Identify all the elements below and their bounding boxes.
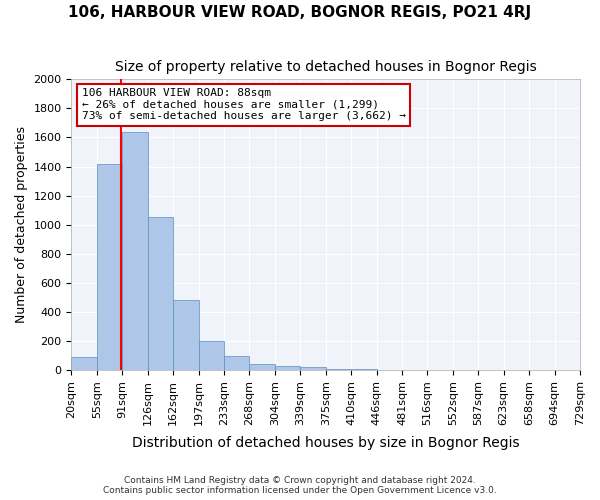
Bar [199, 341, 224, 370]
Bar [224, 356, 250, 370]
Bar [71, 357, 97, 370]
Text: 106, HARBOUR VIEW ROAD, BOGNOR REGIS, PO21 4RJ: 106, HARBOUR VIEW ROAD, BOGNOR REGIS, PO… [68, 5, 532, 20]
Title: Size of property relative to detached houses in Bognor Regis: Size of property relative to detached ho… [115, 60, 536, 74]
Y-axis label: Number of detached properties: Number of detached properties [15, 126, 28, 323]
X-axis label: Distribution of detached houses by size in Bognor Regis: Distribution of detached houses by size … [132, 436, 520, 450]
Bar [275, 366, 300, 370]
Bar [250, 364, 275, 370]
Bar [173, 300, 199, 370]
Bar [122, 132, 148, 370]
Bar [148, 218, 173, 370]
Text: 106 HARBOUR VIEW ROAD: 88sqm
← 26% of detached houses are smaller (1,299)
73% of: 106 HARBOUR VIEW ROAD: 88sqm ← 26% of de… [82, 88, 406, 122]
Bar [300, 367, 326, 370]
Text: Contains HM Land Registry data © Crown copyright and database right 2024.
Contai: Contains HM Land Registry data © Crown c… [103, 476, 497, 495]
Bar [326, 368, 351, 370]
Bar [97, 164, 122, 370]
